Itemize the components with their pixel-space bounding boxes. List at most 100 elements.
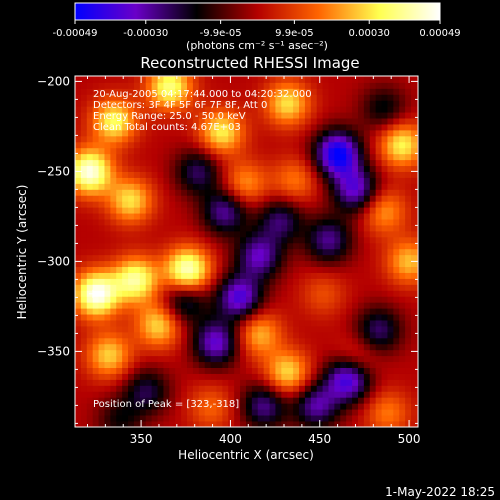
heatmap-cell [293, 147, 300, 155]
heatmap-cell [192, 219, 200, 226]
heatmap-cell [198, 213, 206, 220]
heatmap-cell [163, 314, 170, 321]
heatmap-cell [139, 284, 147, 291]
heatmap-cell [222, 266, 229, 273]
heatmap-cell [139, 409, 147, 416]
heatmap-cell [245, 106, 253, 113]
heatmap-cell [310, 314, 318, 321]
heatmap-cell [92, 147, 99, 155]
heatmap-cell [216, 391, 223, 398]
heatmap-cell [263, 159, 270, 167]
heatmap-cell [98, 135, 105, 143]
heatmap-cell [387, 403, 394, 410]
heatmap-cell [80, 314, 88, 321]
heatmap-cell [316, 230, 324, 238]
heatmap-cell [133, 326, 141, 333]
heatmap-cell [405, 130, 412, 137]
heatmap-cell [381, 130, 388, 137]
heatmap-cell [163, 230, 170, 238]
heatmap-cell [104, 225, 111, 232]
heatmap-cell [310, 421, 318, 427]
heatmap-cell [163, 112, 170, 119]
heatmap-cell [163, 248, 170, 256]
heatmap-cell [381, 385, 388, 392]
heatmap-cell [328, 391, 335, 398]
heatmap-cell [375, 213, 382, 220]
heatmap-cell [245, 284, 253, 291]
heatmap-cell [80, 189, 88, 196]
heatmap-cell [334, 361, 341, 368]
heatmap-cell [287, 171, 294, 178]
heatmap-cell [304, 331, 312, 339]
heatmap-cell [299, 219, 306, 226]
heatmap-cell [322, 124, 329, 131]
heatmap-cell [381, 290, 388, 297]
heatmap-cell [86, 118, 94, 125]
heatmap-cell [334, 397, 341, 404]
heatmap-cell [98, 82, 105, 89]
heatmap-cell [245, 331, 253, 339]
heatmap-cell [133, 272, 141, 279]
heatmap-cell [411, 349, 418, 357]
heatmap-cell [86, 385, 94, 392]
heatmap-cell [104, 308, 111, 315]
heatmap-cell [151, 82, 158, 89]
heatmap-cell [240, 201, 247, 208]
heatmap-cell [299, 278, 306, 285]
heatmap-cell [175, 118, 182, 125]
heatmap-cell [340, 183, 347, 190]
heatmap-cell [151, 343, 158, 351]
heatmap-cell [257, 337, 265, 345]
heatmap-cell [181, 403, 188, 410]
heatmap-cell [387, 130, 394, 137]
heatmap-cell [263, 76, 270, 83]
heatmap-cell [369, 373, 377, 380]
heatmap-cell [86, 254, 94, 262]
heatmap-cell [151, 326, 158, 333]
heatmap-cell [363, 379, 371, 386]
heatmap-cell [381, 153, 388, 161]
heatmap-cell [116, 409, 123, 416]
heatmap-cell [240, 248, 247, 256]
heatmap-cell [263, 272, 270, 279]
heatmap-cell [98, 248, 105, 256]
heatmap-cell [393, 135, 400, 143]
heatmap-cell [116, 373, 123, 380]
heatmap-cell [240, 415, 247, 422]
heatmap-cell [352, 153, 359, 161]
heatmap-cell [416, 165, 418, 172]
heatmap-cell [104, 290, 111, 297]
heatmap-cell [340, 290, 347, 297]
heatmap-cell [405, 213, 412, 220]
heatmap-cell [104, 219, 111, 226]
heatmap-cell [299, 118, 306, 125]
heatmap-cell [92, 349, 99, 357]
heatmap-cell [263, 248, 270, 256]
heatmap-cell [80, 355, 88, 363]
heatmap-cell [181, 331, 188, 339]
heatmap-cell [257, 141, 265, 149]
heatmap-cell [369, 391, 377, 398]
heatmap-cell [357, 278, 365, 285]
heatmap-cell [257, 409, 265, 416]
heatmap-cell [251, 415, 259, 422]
heatmap-cell [80, 326, 88, 333]
heatmap-cell [287, 391, 294, 398]
heatmap-cell [352, 100, 359, 107]
heatmap-cell [411, 415, 418, 422]
heatmap-cell [281, 385, 288, 392]
heatmap-cell [240, 385, 247, 392]
heatmap-cell [204, 391, 211, 398]
heatmap-cell [316, 409, 324, 416]
heatmap-cell [133, 177, 141, 184]
heatmap-cell [128, 302, 135, 309]
heatmap-cell [234, 183, 241, 190]
heatmap-cell [181, 201, 188, 208]
heatmap-cell [363, 135, 371, 143]
heatmap-cell [411, 225, 418, 232]
heatmap-cell [181, 379, 188, 386]
heatmap-cell [139, 106, 147, 113]
heatmap-cell [393, 213, 400, 220]
heatmap-cell [363, 421, 371, 427]
heatmap-cell [128, 326, 135, 333]
